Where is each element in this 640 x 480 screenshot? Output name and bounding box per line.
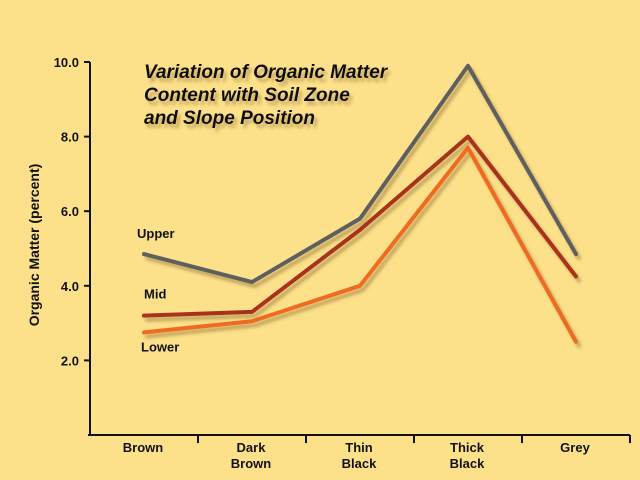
y-ticks: 2.0 4.0 6.0 8.0 10.0 [54,55,90,368]
series-labels: Upper Mid Lower [137,226,179,354]
y-tick-label: 2.0 [61,353,79,368]
x-tick-label: Black [342,456,377,471]
series-line-mid [142,134,578,318]
y-tick-label: 6.0 [61,204,79,219]
axes [88,62,630,436]
x-tick-label: Brown [123,440,164,455]
y-tick-label: 10.0 [54,55,79,70]
x-tick-label: Dark [237,440,267,455]
series-label-upper: Upper [137,226,175,241]
series-label-lower: Lower [141,339,179,354]
x-tick-label: Black [450,456,485,471]
y-tick-label: 4.0 [61,279,79,294]
chart-title: Variation of Organic Matter Content with… [144,62,389,129]
series-layer [142,63,578,344]
series-label-mid: Mid [144,287,166,302]
x-tick-label: Brown [231,456,272,471]
y-axis-title: Organic Matter (percent) [26,164,42,327]
chart-title-line-1: Variation of Organic Matter [144,62,389,83]
series-line-upper [142,63,578,285]
x-tick-label: Grey [560,440,590,455]
chart-title-line-2: Content with Soil Zone [144,85,350,106]
series-line-lower [142,145,578,344]
x-tick-label: Thin [345,440,372,455]
x-tick-label: Thick [450,440,485,455]
chart-title-line-3: and Slope Position [144,108,315,129]
y-tick-label: 8.0 [61,130,79,145]
